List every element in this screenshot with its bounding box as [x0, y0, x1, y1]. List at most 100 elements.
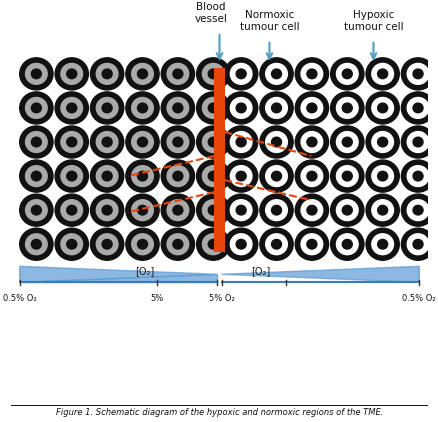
Circle shape: [55, 160, 88, 192]
Circle shape: [31, 137, 41, 147]
Circle shape: [126, 194, 159, 226]
Circle shape: [167, 234, 188, 254]
Circle shape: [295, 194, 328, 226]
Circle shape: [31, 103, 41, 113]
Circle shape: [271, 69, 281, 78]
Circle shape: [230, 132, 251, 152]
Circle shape: [224, 126, 257, 158]
Text: 5%: 5%: [150, 294, 163, 303]
Circle shape: [102, 239, 112, 249]
Circle shape: [196, 126, 230, 158]
Circle shape: [365, 160, 399, 192]
Circle shape: [161, 160, 194, 192]
Circle shape: [330, 160, 363, 192]
Circle shape: [224, 194, 257, 226]
Circle shape: [371, 132, 392, 152]
Circle shape: [271, 137, 281, 147]
Circle shape: [31, 171, 41, 181]
Circle shape: [230, 97, 251, 118]
Circle shape: [371, 234, 392, 254]
Circle shape: [336, 97, 357, 118]
Circle shape: [224, 228, 257, 260]
Circle shape: [61, 166, 82, 187]
Circle shape: [400, 126, 434, 158]
Circle shape: [202, 166, 223, 187]
Text: [O₂]: [O₂]: [251, 266, 270, 276]
Circle shape: [167, 63, 188, 84]
Circle shape: [161, 58, 194, 90]
Circle shape: [342, 239, 351, 249]
Circle shape: [90, 160, 124, 192]
Circle shape: [25, 97, 47, 118]
Circle shape: [259, 228, 293, 260]
Circle shape: [259, 160, 293, 192]
Circle shape: [271, 103, 281, 113]
Circle shape: [306, 206, 316, 215]
Circle shape: [167, 132, 188, 152]
Circle shape: [406, 166, 428, 187]
Circle shape: [96, 200, 118, 221]
Circle shape: [202, 132, 223, 152]
Circle shape: [202, 63, 223, 84]
Circle shape: [265, 132, 287, 152]
Circle shape: [365, 126, 399, 158]
Circle shape: [20, 194, 53, 226]
Circle shape: [67, 137, 77, 147]
Circle shape: [406, 200, 428, 221]
Circle shape: [330, 228, 363, 260]
Circle shape: [406, 234, 428, 254]
Circle shape: [236, 239, 246, 249]
Text: Blood
vessel: Blood vessel: [194, 2, 227, 24]
Circle shape: [137, 103, 147, 113]
Circle shape: [400, 58, 434, 90]
Circle shape: [96, 132, 118, 152]
Circle shape: [306, 137, 316, 147]
Circle shape: [25, 132, 47, 152]
Circle shape: [265, 63, 287, 84]
Circle shape: [342, 137, 351, 147]
Circle shape: [342, 171, 351, 181]
FancyBboxPatch shape: [214, 68, 224, 252]
Circle shape: [377, 69, 387, 78]
Circle shape: [131, 63, 153, 84]
Circle shape: [336, 132, 357, 152]
Circle shape: [161, 126, 194, 158]
Circle shape: [67, 171, 77, 181]
Circle shape: [196, 58, 230, 90]
Circle shape: [25, 166, 47, 187]
Circle shape: [377, 239, 387, 249]
Circle shape: [295, 126, 328, 158]
Circle shape: [167, 166, 188, 187]
Circle shape: [137, 137, 147, 147]
Circle shape: [202, 234, 223, 254]
Circle shape: [202, 97, 223, 118]
Circle shape: [131, 200, 153, 221]
Circle shape: [365, 92, 399, 124]
Circle shape: [259, 58, 293, 90]
Circle shape: [137, 206, 147, 215]
Circle shape: [300, 166, 322, 187]
Circle shape: [330, 58, 363, 90]
Circle shape: [102, 171, 112, 181]
Circle shape: [259, 126, 293, 158]
Circle shape: [412, 103, 422, 113]
Circle shape: [336, 63, 357, 84]
Circle shape: [20, 160, 53, 192]
Circle shape: [236, 103, 246, 113]
Circle shape: [377, 103, 387, 113]
Circle shape: [330, 126, 363, 158]
Circle shape: [173, 239, 183, 249]
Circle shape: [295, 228, 328, 260]
Circle shape: [265, 234, 287, 254]
Circle shape: [90, 194, 124, 226]
Circle shape: [412, 206, 422, 215]
Circle shape: [173, 69, 183, 78]
Circle shape: [126, 126, 159, 158]
Circle shape: [236, 137, 246, 147]
Text: Figure 1. Schematic diagram of the hypoxic and normoxic regions of the TME.: Figure 1. Schematic diagram of the hypox…: [56, 408, 382, 417]
Circle shape: [400, 228, 434, 260]
Circle shape: [230, 234, 251, 254]
Circle shape: [406, 132, 428, 152]
Circle shape: [377, 171, 387, 181]
Circle shape: [208, 171, 218, 181]
